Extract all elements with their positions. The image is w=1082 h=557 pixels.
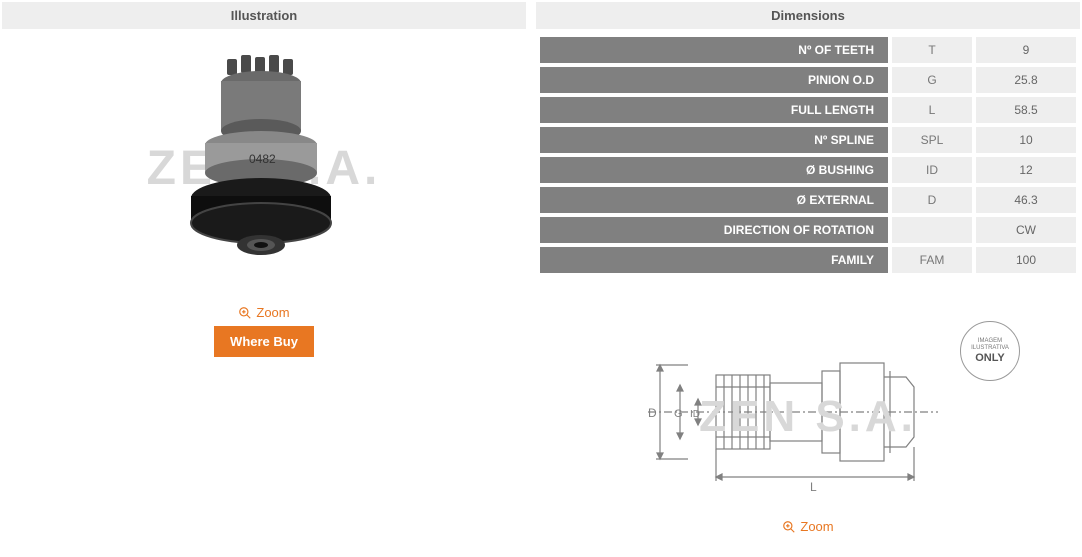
- dim-value: 100: [976, 247, 1076, 273]
- zoom-label: Zoom: [256, 305, 289, 320]
- dim-value: 46.3: [976, 187, 1076, 213]
- illustration-image: ZEN S.A. 0482: [2, 33, 526, 303]
- zoom-icon: [238, 306, 252, 320]
- technical-diagram: ZEN S.A. IMAGEM ILUSTRATIVA ONLY: [536, 317, 1080, 517]
- svg-text:0482: 0482: [249, 152, 276, 166]
- dim-value: 25.8: [976, 67, 1076, 93]
- zoom-icon: [782, 520, 796, 534]
- svg-text:G: G: [674, 408, 683, 420]
- dim-label: FULL LENGTH: [540, 97, 888, 123]
- svg-text:L: L: [810, 480, 817, 494]
- svg-text:D: D: [648, 406, 657, 420]
- illustrative-only-badge: IMAGEM ILUSTRATIVA ONLY: [960, 321, 1020, 381]
- dim-code: SPL: [892, 127, 972, 153]
- dim-code: FAM: [892, 247, 972, 273]
- diagram-svg: D G ID L: [638, 327, 978, 507]
- dim-code: L: [892, 97, 972, 123]
- dimensions-table: Nº OF TEETHT9 PINION O.DG25.8 FULL LENGTHL…: [536, 33, 1080, 277]
- dim-code: [892, 217, 972, 243]
- dim-code: G: [892, 67, 972, 93]
- dim-label: FAMILY: [540, 247, 888, 273]
- table-row: DIRECTION OF ROTATION CW: [540, 217, 1076, 243]
- dim-label: Ø BUSHING: [540, 157, 888, 183]
- dim-value: 10: [976, 127, 1076, 153]
- table-row: Nº OF TEETHT9: [540, 37, 1076, 63]
- svg-text:ID: ID: [690, 409, 700, 420]
- table-row: FULL LENGTHL58.5: [540, 97, 1076, 123]
- diagram-zoom-link[interactable]: Zoom: [536, 519, 1080, 534]
- table-row: Ø BUSHINGID12: [540, 157, 1076, 183]
- zoom-label: Zoom: [800, 519, 833, 534]
- table-row: FAMILYFAM100: [540, 247, 1076, 273]
- dim-code: D: [892, 187, 972, 213]
- product-illustration: 0482: [179, 53, 349, 283]
- table-row: PINION O.DG25.8: [540, 67, 1076, 93]
- dim-value: 9: [976, 37, 1076, 63]
- dim-label: Nº OF TEETH: [540, 37, 888, 63]
- table-row: Ø EXTERNALD46.3: [540, 187, 1076, 213]
- dim-label: Nº SPLINE: [540, 127, 888, 153]
- dim-code: ID: [892, 157, 972, 183]
- dim-label: DIRECTION OF ROTATION: [540, 217, 888, 243]
- dimensions-header: Dimensions: [536, 2, 1080, 29]
- dim-value: 12: [976, 157, 1076, 183]
- dim-value: CW: [976, 217, 1076, 243]
- dim-value: 58.5: [976, 97, 1076, 123]
- table-row: Nº SPLINESPL10: [540, 127, 1076, 153]
- illustration-header: Illustration: [2, 2, 526, 29]
- dim-label: PINION O.D: [540, 67, 888, 93]
- dim-label: Ø EXTERNAL: [540, 187, 888, 213]
- where-buy-button[interactable]: Where Buy: [214, 326, 314, 357]
- illustration-zoom-link[interactable]: Zoom: [2, 305, 526, 320]
- dim-code: T: [892, 37, 972, 63]
